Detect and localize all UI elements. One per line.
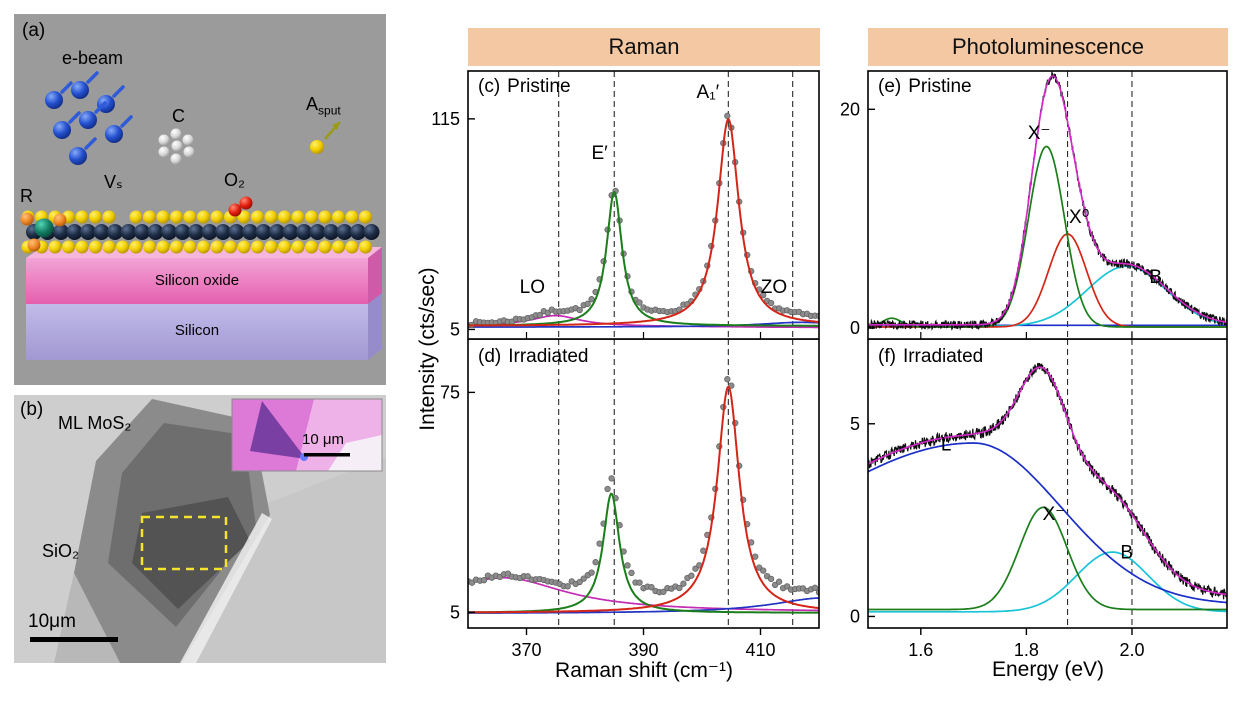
sputtered-atom-label: Asput	[306, 94, 341, 118]
panel-e-title: Pristine	[908, 76, 972, 97]
energy-axis-label: Energy (eV)	[991, 658, 1105, 681]
svg-text:370: 370	[511, 640, 541, 660]
panel-f-title: Irradiated	[902, 346, 984, 367]
svg-text:LO: LO	[520, 277, 545, 298]
panel-f-index: (f)	[878, 346, 896, 367]
panel-a-label: (a)	[22, 20, 46, 41]
panel-e-label: (e) Pristine	[878, 76, 972, 98]
panel-e-index: (e)	[878, 76, 902, 97]
inset-scalebar-label: 10 μm	[302, 431, 344, 448]
o2-molecule-spheres	[228, 196, 253, 217]
svg-text:20: 20	[840, 99, 860, 119]
panel-f-label: (f) Irradiated	[878, 346, 983, 368]
raman-header: Raman	[468, 28, 820, 66]
svg-text:E′: E′	[592, 143, 609, 164]
raman-irradiated-chart: 75 5 370 390 410	[440, 339, 820, 660]
inset-scalebar	[304, 453, 350, 457]
photoluminescence-header: Photoluminescence	[868, 28, 1228, 66]
pl-irradiated-chart: 5 0 1.6 1.8 2.0 L X⁻ B	[850, 339, 1228, 660]
scalebar	[30, 637, 118, 642]
asput-main: A	[306, 94, 319, 114]
panel-c-label: (c) Pristine	[478, 76, 571, 98]
svg-text:2.0: 2.0	[1119, 640, 1144, 660]
svg-text:L: L	[941, 435, 952, 456]
substrate-slabs	[26, 247, 382, 360]
microscopy-graphic	[14, 395, 386, 663]
panel-b-label: (b)	[20, 399, 44, 420]
svg-text:ZO: ZO	[761, 277, 787, 298]
svg-text:390: 390	[628, 640, 658, 660]
r-adatom-label: R	[20, 186, 33, 206]
svg-text:410: 410	[745, 640, 775, 660]
panel-d-label: (d) Irradiated	[478, 346, 589, 368]
panel-d-title: Irradiated	[508, 346, 589, 367]
svg-text:X⁻: X⁻	[1028, 123, 1051, 144]
substrate-label: SiO₂	[42, 541, 79, 561]
svg-text:B: B	[1149, 267, 1162, 288]
optical-inset	[231, 398, 383, 472]
svg-text:1.6: 1.6	[908, 640, 933, 660]
panel-c-title: Pristine	[507, 76, 571, 97]
e-beam-particles	[45, 71, 133, 165]
panel-d-index: (d)	[478, 346, 502, 367]
raman-shift-axis-label: Raman shift (cm⁻¹)	[555, 659, 733, 682]
bright-streak	[180, 513, 272, 663]
svg-text:0: 0	[850, 606, 860, 626]
svg-text:B: B	[1120, 543, 1133, 564]
r-adatom-spheres	[20, 212, 67, 252]
ebeam-label: e-beam	[62, 48, 124, 68]
flake-darkest-region	[132, 497, 250, 609]
intensity-axis-label: Intensity (cts/sec)	[416, 267, 439, 431]
svg-text:115: 115	[431, 109, 460, 129]
svg-text:5: 5	[450, 602, 460, 622]
svg-text:75: 75	[440, 382, 460, 402]
flake-label: ML MoS₂	[58, 413, 132, 433]
svg-text:X⁻: X⁻	[1042, 504, 1065, 525]
schematic-panel: (a) e-beam C Asput R Vₛ O₂ Silicon oxide…	[14, 14, 386, 385]
svg-text:5: 5	[450, 319, 460, 339]
raman-pristine-chart: 115 5 LO E′ A₁′ ZO	[431, 70, 820, 340]
asput-sub: sput	[318, 103, 341, 118]
panel-c-index: (c)	[478, 76, 501, 97]
svg-text:1.8: 1.8	[1014, 640, 1039, 660]
silicon-oxide-label: Silicon oxide	[154, 272, 240, 289]
pl-pristine-chart: 20 0 X⁻ X⁰ B	[840, 70, 1228, 340]
measurement-region-marker	[140, 515, 228, 571]
microscopy-panel: (b) ML MoS₂ SiO₂ 10μm 10 μm	[14, 395, 386, 663]
carbon-label: C	[172, 106, 185, 126]
svg-text:X⁰: X⁰	[1069, 207, 1089, 228]
carbon-cluster	[158, 128, 195, 165]
svg-text:A₁′: A₁′	[697, 82, 720, 103]
sulfur-vacancy-label: Vₛ	[104, 172, 123, 192]
scalebar-label: 10μm	[28, 611, 76, 632]
silicon-label: Silicon	[174, 322, 220, 339]
schematic-graphic	[14, 14, 386, 385]
o2-label: O₂	[224, 170, 245, 190]
sputtered-atom	[310, 121, 341, 154]
svg-text:5: 5	[850, 414, 860, 434]
svg-text:0: 0	[850, 318, 860, 338]
